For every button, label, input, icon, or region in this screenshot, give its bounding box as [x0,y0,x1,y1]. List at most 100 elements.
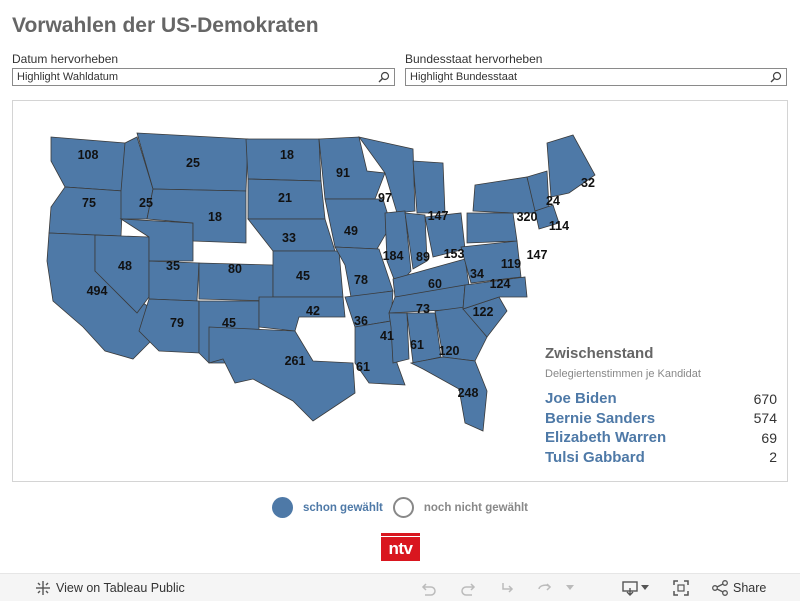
view-on-tableau-label: View on Tableau Public [56,580,185,595]
state-shape[interactable] [404,212,428,270]
state-delegate-label: 49 [344,224,358,238]
candidate-row: Joe Biden 670 [545,389,777,409]
state-delegate-label: 33 [282,231,296,245]
tableau-toolbar: View on Tableau Public [0,573,800,601]
candidate-row: Bernie Sanders 574 [545,409,777,429]
date-highlight-placeholder: Highlight Wahldatum [17,71,119,83]
state-delegate-label: 494 [87,284,108,298]
state-delegate-label: 75 [82,196,96,210]
legend: schon gewählt noch nicht gewählt [272,497,528,518]
us-map[interactable]: 108 25 18 91 32 75 25 18 21 97 147 24 320 114 33 49 184 8… [13,101,787,481]
state-shape[interactable] [472,176,538,214]
state-shape[interactable] [138,298,200,354]
download-icon [622,580,638,596]
state-delegate-label: 34 [470,267,484,281]
candidate-name: Joe Biden [545,390,617,408]
state-delegate-label: 48 [118,259,132,273]
state-shape[interactable] [412,160,446,214]
state-shape[interactable] [409,356,488,432]
state-delegate-label: 24 [546,194,560,208]
state-shape[interactable] [208,326,356,422]
search-icon[interactable] [770,71,782,83]
state-delegate-label: 80 [228,262,242,276]
state-delegate-label: 120 [439,344,460,358]
state-delegate-label: 153 [444,247,465,261]
candidate-row: Tulsi Gabbard 2 [545,448,777,468]
redo-icon[interactable] [460,579,478,597]
state-delegate-label: 147 [428,209,449,223]
date-filter-label: Datum hervorheben [12,52,119,66]
state-delegate-label: 97 [378,191,392,205]
state-delegate-label: 122 [473,305,494,319]
state-delegate-label: 79 [170,316,184,330]
state-delegate-label: 114 [549,219,569,233]
standings-subheading: Delegiertenstimmen je Kandidat [545,368,701,380]
state-shape[interactable] [460,240,522,284]
view-on-tableau-link[interactable]: View on Tableau Public [34,574,185,601]
share-icon [712,579,728,596]
chevron-down-icon [641,584,649,590]
state-shape[interactable] [324,198,392,250]
undo-icon[interactable] [419,579,437,597]
state-delegate-label: 261 [285,354,306,368]
state-delegate-label: 45 [296,269,310,283]
state-delegate-label: 61 [356,360,370,374]
download-button[interactable] [621,574,649,601]
state-delegate-label: 25 [139,196,153,210]
state-delegate-label: 35 [166,259,180,273]
state-delegate-label: 32 [581,176,595,190]
refresh-icon[interactable] [536,579,554,597]
page-title: Vorwahlen der US-Demokraten [12,14,319,37]
state-delegate-label: 108 [78,148,99,162]
voted-legend-dot[interactable] [272,497,293,518]
state-delegate-label: 184 [383,249,404,263]
state-shape[interactable] [48,186,124,237]
state-delegate-label: 147 [527,248,548,262]
state-shape[interactable] [94,234,150,314]
search-icon[interactable] [378,71,390,83]
candidate-list: Joe Biden 670 Bernie Sanders 574 Elizabe… [545,389,777,467]
state-shape[interactable] [462,276,528,310]
state-shape[interactable] [50,136,126,192]
state-delegate-label: 18 [280,148,294,162]
state-shape[interactable] [358,136,416,214]
candidate-name: Elizabeth Warren [545,429,667,447]
not-voted-legend-dot[interactable] [392,497,414,518]
state-shape[interactable] [534,204,560,230]
state-shape[interactable] [146,188,247,244]
state-delegate-label: 21 [278,191,292,205]
fullscreen-icon[interactable] [672,579,690,597]
map-panel: 108 25 18 91 32 75 25 18 21 97 147 24 320 114 33 49 184 8… [12,100,788,482]
not-voted-legend-label: noch nicht gewählt [423,501,529,514]
state-delegate-label: 41 [380,329,394,343]
state-highlight-input[interactable]: Highlight Bundesstaat [405,68,787,86]
pause-dropdown-icon[interactable] [566,585,574,591]
state-shape[interactable] [546,134,596,198]
states-layer[interactable] [46,132,596,432]
state-shape[interactable] [466,212,518,244]
state-delegate-label: 119 [501,257,521,271]
state-delegate-label: 124 [490,277,511,291]
tableau-logo-icon [36,580,50,595]
state-delegate-label: 320 [517,210,538,224]
state-delegate-label: 91 [336,166,350,180]
standings-box: Zwischenstand Delegiertenstimmen je Kand… [545,345,777,467]
candidate-value: 670 [753,390,777,407]
share-button[interactable]: Share [711,574,766,601]
state-shape[interactable] [258,296,346,332]
state-delegate-label: 60 [428,277,442,291]
state-highlight-placeholder: Highlight Bundesstaat [410,71,518,83]
candidate-name: Tulsi Gabbard [545,448,645,466]
state-delegate-label: 78 [354,273,368,287]
share-label: Share [733,580,767,595]
state-delegate-label: 73 [416,302,430,316]
candidate-value: 69 [761,429,777,446]
state-delegate-label: 61 [410,338,424,352]
state-delegate-label: 248 [458,386,479,400]
state-shape[interactable] [388,312,410,364]
revert-icon[interactable] [498,579,516,597]
voted-legend-label: schon gewählt [303,501,383,514]
date-highlight-input[interactable]: Highlight Wahldatum [12,68,395,86]
state-filter-label: Bundesstaat hervorheben [405,52,543,66]
candidate-row: Elizabeth Warren 69 [545,428,777,448]
